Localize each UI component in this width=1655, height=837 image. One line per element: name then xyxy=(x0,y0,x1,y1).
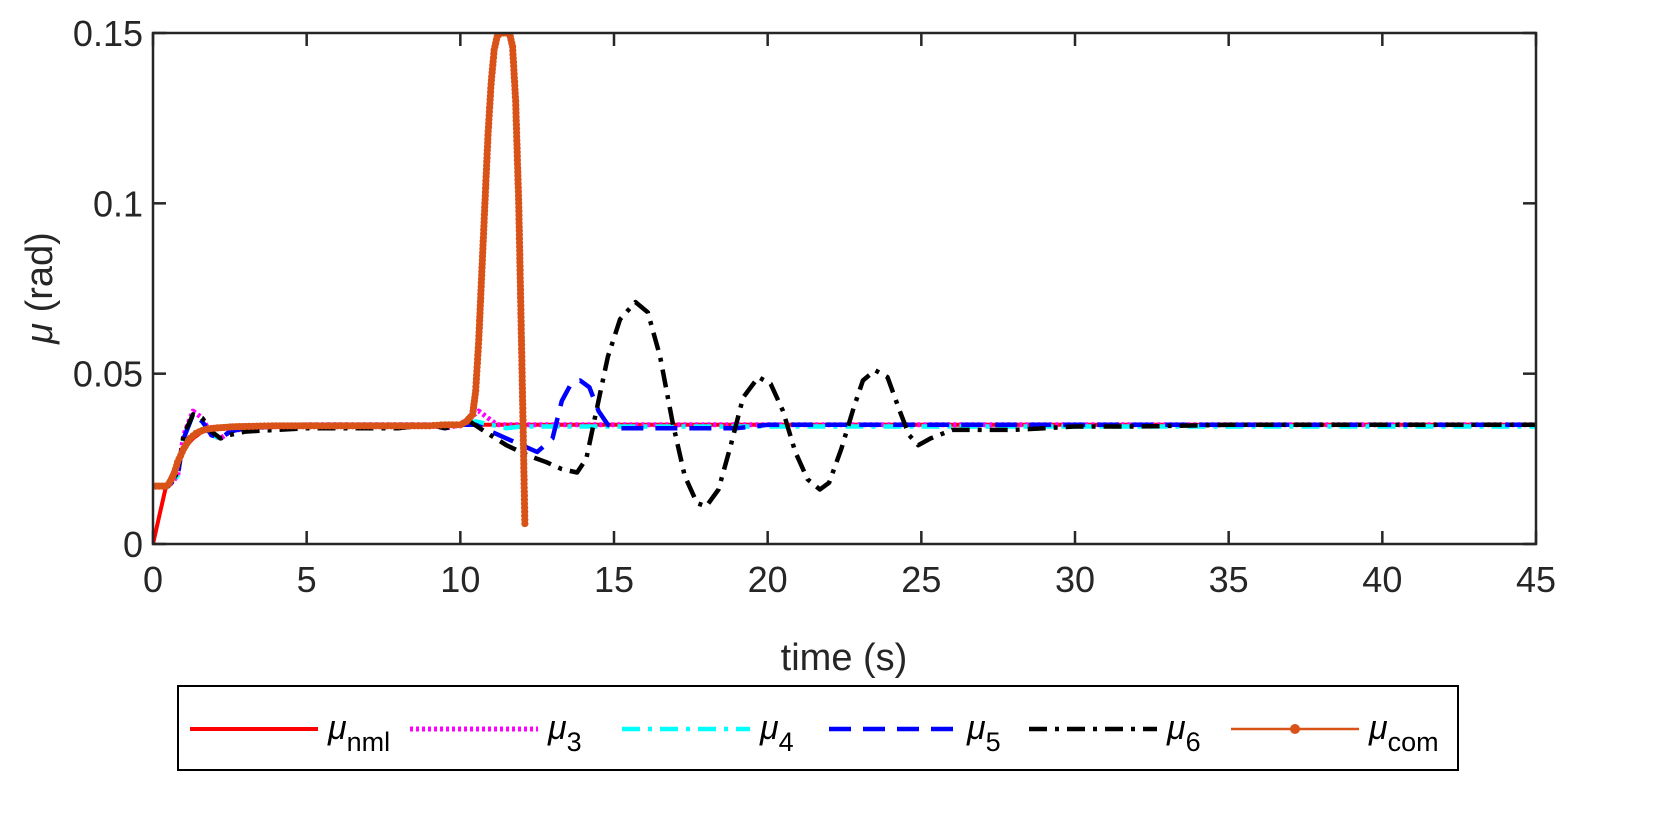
x-tick-label: 25 xyxy=(901,559,941,600)
y-tick-label: 0.05 xyxy=(73,354,143,395)
plot-frame xyxy=(151,31,1538,546)
svg-text:μ (rad): μ (rad) xyxy=(19,232,61,345)
legend: μnml μ3 μ4 μ5 μ6 μcom xyxy=(177,685,1459,771)
y-tick-labels: 0 0.05 0.1 0.15 xyxy=(73,13,143,565)
x-tick-label: 35 xyxy=(1209,559,1249,600)
legend-entry-1: μ3 xyxy=(410,709,582,757)
x-tick-label: 40 xyxy=(1362,559,1402,600)
x-tick-label: 15 xyxy=(594,559,634,600)
x-tick-label: 10 xyxy=(440,559,480,600)
x-tick-labels: 0 5 10 15 20 25 30 35 40 45 xyxy=(143,559,1556,600)
legend-label-2: μ4 xyxy=(759,709,794,757)
legend-label-3: μ5 xyxy=(966,709,1001,757)
plot-area xyxy=(153,33,1536,544)
x-tick-label: 5 xyxy=(297,559,317,600)
x-axis-title: time (s) xyxy=(781,637,908,679)
legend-marker xyxy=(1290,724,1300,734)
legend-entry-0: μnml xyxy=(190,709,390,757)
legend-entry-4: μ6 xyxy=(1029,709,1201,757)
tick-marks xyxy=(151,31,1538,546)
y-tick-label: 0.15 xyxy=(73,13,143,54)
y-axis-title: μ (rad) xyxy=(19,232,61,345)
series-line-3 xyxy=(153,378,1536,489)
series-markers-5 xyxy=(153,33,529,528)
legend-entry-3: μ5 xyxy=(829,709,1001,757)
x-tick-label: 45 xyxy=(1516,559,1556,600)
legend-label-4: μ6 xyxy=(1166,709,1201,757)
x-tick-label: 30 xyxy=(1055,559,1095,600)
legend-entries: μnml μ3 μ4 μ5 μ6 μcom xyxy=(190,709,1439,757)
y-tick-label: 0.1 xyxy=(93,183,143,224)
legend-label-5: μcom xyxy=(1368,709,1439,757)
legend-entry-2: μ4 xyxy=(622,709,794,757)
legend-entry-5: μcom xyxy=(1231,709,1439,757)
x-tick-label: 0 xyxy=(143,559,163,600)
y-tick-label: 0 xyxy=(123,524,143,565)
legend-label-1: μ3 xyxy=(547,709,582,757)
y-axis-symbol: μ xyxy=(19,323,61,345)
y-axis-unit: (rad) xyxy=(19,232,61,323)
series-marker xyxy=(521,519,529,528)
x-tick-label: 20 xyxy=(748,559,788,600)
legend-label-0: μnml xyxy=(327,709,390,757)
